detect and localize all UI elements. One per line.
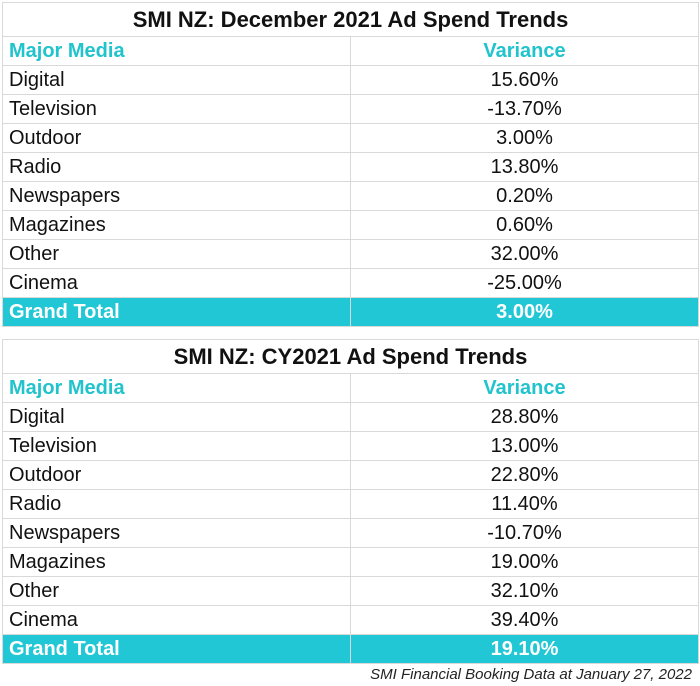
variance-cell: -25.00% bbox=[349, 268, 700, 298]
table-row: Newspapers 0.20% bbox=[2, 181, 700, 211]
table-title: SMI NZ: CY2021 Ad Spend Trends bbox=[1, 339, 700, 374]
grand-total-label: Grand Total bbox=[2, 634, 351, 664]
tables-container: SMI NZ: December 2021 Ad Spend Trends Maj… bbox=[1, 2, 700, 664]
cy2021-table: SMI NZ: CY2021 Ad Spend Trends Major Medi… bbox=[1, 339, 700, 664]
variance-cell: 15.60% bbox=[349, 65, 700, 95]
grand-total-row: Grand Total 19.10% bbox=[2, 634, 700, 664]
media-cell: Newspapers bbox=[2, 181, 351, 211]
media-cell: Magazines bbox=[2, 210, 351, 240]
table-row: Cinema 39.40% bbox=[2, 605, 700, 635]
table-row: Television 13.00% bbox=[2, 431, 700, 461]
media-cell: Cinema bbox=[2, 268, 351, 298]
table-row: Magazines 19.00% bbox=[2, 547, 700, 577]
media-cell: Television bbox=[2, 431, 351, 461]
table-row: Digital 28.80% bbox=[2, 402, 700, 432]
variance-cell: 39.40% bbox=[349, 605, 700, 635]
media-cell: Other bbox=[2, 576, 351, 606]
table-row: Digital 15.60% bbox=[2, 65, 700, 95]
grand-total-value: 19.10% bbox=[349, 634, 700, 664]
column-header-variance: Variance bbox=[349, 373, 700, 403]
table-row: Outdoor 22.80% bbox=[2, 460, 700, 490]
table-row: Other 32.10% bbox=[2, 576, 700, 606]
variance-cell: 11.40% bbox=[349, 489, 700, 519]
variance-cell: 28.80% bbox=[349, 402, 700, 432]
column-header-variance: Variance bbox=[349, 36, 700, 66]
variance-cell: 32.10% bbox=[349, 576, 700, 606]
table-row: Outdoor 3.00% bbox=[2, 123, 700, 153]
column-header-media: Major Media bbox=[2, 373, 351, 403]
table-title: SMI NZ: December 2021 Ad Spend Trends bbox=[1, 2, 700, 37]
column-header-media: Major Media bbox=[2, 36, 351, 66]
media-cell: Other bbox=[2, 239, 351, 269]
variance-cell: 0.60% bbox=[349, 210, 700, 240]
table-row: Television -13.70% bbox=[2, 94, 700, 124]
source-note: SMI Financial Booking Data at January 27… bbox=[370, 666, 692, 683]
media-cell: Digital bbox=[2, 402, 351, 432]
variance-cell: -10.70% bbox=[349, 518, 700, 548]
media-cell: Newspapers bbox=[2, 518, 351, 548]
media-cell: Magazines bbox=[2, 547, 351, 577]
table-row: Newspapers -10.70% bbox=[2, 518, 700, 548]
table-row: Radio 13.80% bbox=[2, 152, 700, 182]
media-cell: Cinema bbox=[2, 605, 351, 635]
december-2021-table: SMI NZ: December 2021 Ad Spend Trends Maj… bbox=[1, 2, 700, 327]
media-cell: Digital bbox=[2, 65, 351, 95]
variance-cell: 32.00% bbox=[349, 239, 700, 269]
table-row: Magazines 0.60% bbox=[2, 210, 700, 240]
table-row: Radio 11.40% bbox=[2, 489, 700, 519]
table-row: Other 32.00% bbox=[2, 239, 700, 269]
variance-cell: 13.80% bbox=[349, 152, 700, 182]
media-cell: Outdoor bbox=[2, 123, 351, 153]
variance-cell: 0.20% bbox=[349, 181, 700, 211]
media-cell: Radio bbox=[2, 489, 351, 519]
variance-cell: 3.00% bbox=[349, 123, 700, 153]
media-cell: Television bbox=[2, 94, 351, 124]
table-gap bbox=[2, 327, 698, 339]
grand-total-value: 3.00% bbox=[349, 297, 700, 327]
variance-cell: -13.70% bbox=[349, 94, 700, 124]
table-row: Cinema -25.00% bbox=[2, 268, 700, 298]
media-cell: Radio bbox=[2, 152, 351, 182]
variance-cell: 13.00% bbox=[349, 431, 700, 461]
grand-total-row: Grand Total 3.00% bbox=[2, 297, 700, 327]
grand-total-label: Grand Total bbox=[2, 297, 351, 327]
variance-cell: 19.00% bbox=[349, 547, 700, 577]
media-cell: Outdoor bbox=[2, 460, 351, 490]
variance-cell: 22.80% bbox=[349, 460, 700, 490]
